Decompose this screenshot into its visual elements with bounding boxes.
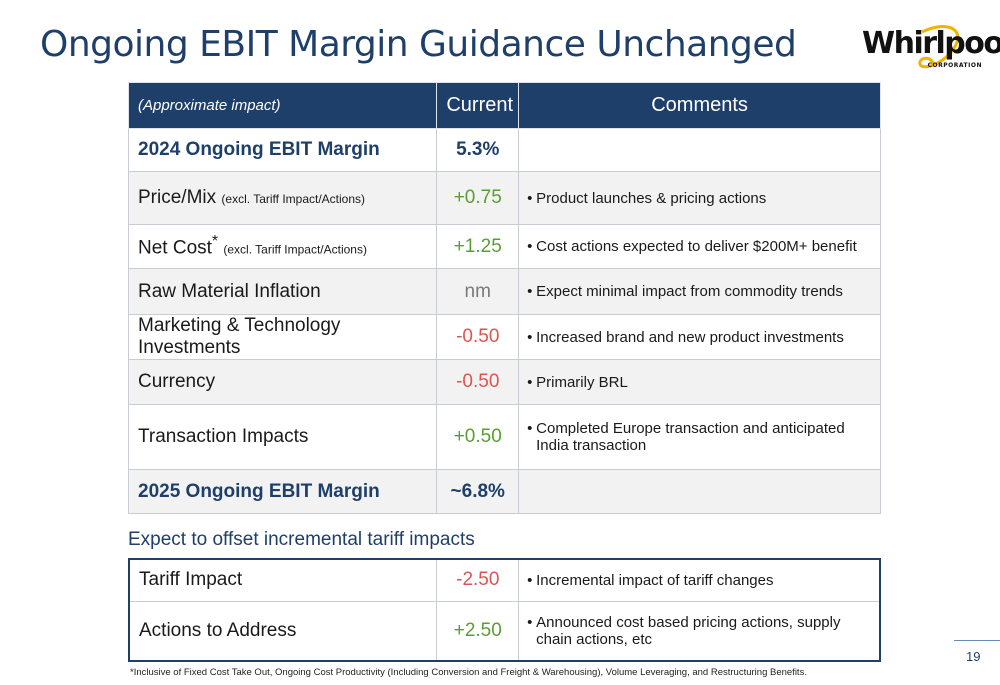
row-label: Net Cost* (excl. Tariff Impact/Actions) — [127, 224, 438, 269]
row-comment: • Increased brand and new product investm… — [518, 314, 881, 360]
row-value: ~6.8% — [436, 469, 520, 514]
table-row: Actions to Address +2.50 • Announced cost… — [128, 600, 881, 662]
row-value: nm — [436, 268, 520, 315]
footnote: *Inclusive of Fixed Cost Take Out, Ongoi… — [130, 667, 807, 678]
row-value: +0.75 — [436, 171, 520, 225]
logo-wordmark: Whirlpool — [862, 26, 1000, 61]
row-label: Transaction Impacts — [127, 404, 438, 470]
row-comment — [518, 128, 881, 172]
table-row: 2024 Ongoing EBIT Margin 5.3% — [127, 128, 881, 172]
row-value: -0.50 — [436, 359, 520, 405]
tariff-table: Tariff Impact -2.50 • Incremental impact … — [128, 558, 881, 662]
row-comment: • Announced cost based pricing actions, s… — [518, 600, 881, 662]
row-comment: • Expect minimal impact from commodity tr… — [518, 268, 881, 315]
row-value: -0.50 — [436, 314, 520, 360]
row-label: Currency — [127, 359, 438, 405]
row-label: Raw Material Inflation — [127, 268, 438, 315]
table-row: Currency -0.50 • Primarily BRL — [127, 359, 881, 405]
row-label: 2025 Ongoing EBIT Margin — [127, 469, 438, 514]
row-value: +2.50 — [436, 600, 520, 662]
table-row: Tariff Impact -2.50 • Incremental impact … — [128, 558, 881, 602]
header-comments: Comments — [518, 82, 881, 129]
table-row: Raw Material Inflation nm • Expect minima… — [127, 268, 881, 315]
row-label: Price/Mix (excl. Tariff Impact/Actions) — [127, 171, 438, 225]
page-divider — [954, 640, 1000, 641]
row-label: Actions to Address — [128, 600, 438, 662]
row-value: +0.50 — [436, 404, 520, 470]
row-value: 5.3% — [436, 128, 520, 172]
row-comment: • Completed Europe transaction and antici… — [518, 404, 881, 470]
guidance-table: (Approximate impact) Current Comments 20… — [127, 82, 881, 514]
header-approx: (Approximate impact) — [127, 82, 438, 129]
row-label: Tariff Impact — [128, 558, 438, 602]
table-row: Transaction Impacts +0.50 • Completed Eur… — [127, 404, 881, 470]
logo-swoosh-icon — [918, 25, 960, 69]
page-number: 19 — [966, 649, 981, 664]
row-comment — [518, 469, 881, 514]
row-comment: • Incremental impact of tariff changes — [518, 558, 881, 602]
row-value: +1.25 — [436, 224, 520, 269]
row-label: Marketing & Technology Investments — [127, 314, 438, 360]
table-row: Net Cost* (excl. Tariff Impact/Actions) … — [127, 224, 881, 269]
row-comment: • Primarily BRL — [518, 359, 881, 405]
table-row: 2025 Ongoing EBIT Margin ~6.8% — [127, 469, 881, 514]
header-current: Current — [436, 82, 520, 129]
whirlpool-logo: Whirlpool CORPORATION — [862, 24, 1000, 74]
table-row: Marketing & Technology Investments -0.50… — [127, 314, 881, 360]
row-comment: • Cost actions expected to deliver $200M+… — [518, 224, 881, 269]
table-header-row: (Approximate impact) Current Comments — [127, 82, 881, 129]
table-row: Price/Mix (excl. Tariff Impact/Actions) … — [127, 171, 881, 225]
tariff-subheading: Expect to offset incremental tariff impa… — [128, 529, 475, 550]
row-comment: • Product launches & pricing actions — [518, 171, 881, 225]
page-title: Ongoing EBIT Margin Guidance Unchanged — [40, 24, 797, 65]
logo-subtitle: CORPORATION — [927, 62, 982, 69]
row-value: -2.50 — [436, 558, 520, 602]
row-label: 2024 Ongoing EBIT Margin — [127, 128, 438, 172]
